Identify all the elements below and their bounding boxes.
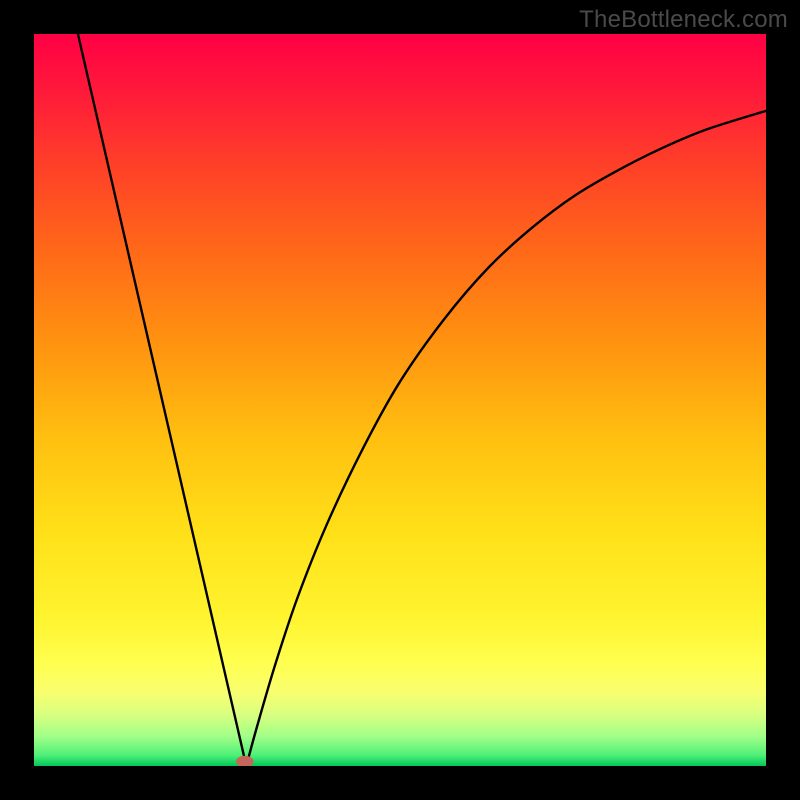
left-branch	[78, 34, 246, 766]
right-branch	[246, 111, 766, 766]
watermark-text: TheBottleneck.com	[579, 6, 788, 34]
chart-container: TheBottleneck.com	[0, 0, 800, 800]
plot-area	[34, 34, 766, 766]
bottleneck-curve	[34, 34, 766, 766]
optimum-marker	[236, 756, 254, 766]
